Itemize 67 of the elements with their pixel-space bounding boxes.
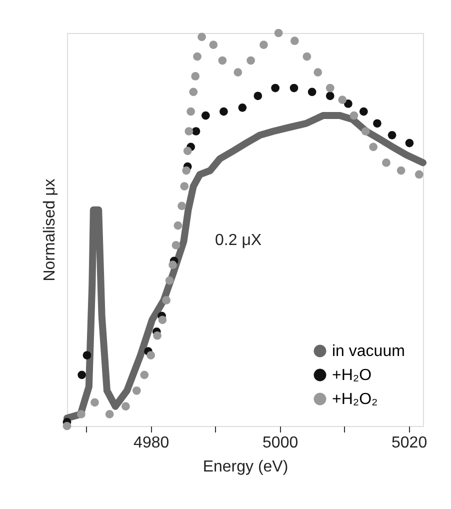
legend-label: in vacuum bbox=[332, 343, 405, 360]
point bbox=[326, 92, 334, 100]
point bbox=[168, 260, 177, 270]
point bbox=[77, 410, 86, 418]
point bbox=[172, 241, 180, 250]
point bbox=[388, 131, 396, 140]
point bbox=[162, 296, 170, 304]
point bbox=[189, 88, 198, 96]
point bbox=[271, 84, 280, 92]
point bbox=[220, 107, 228, 116]
point bbox=[122, 402, 130, 411]
point bbox=[209, 40, 218, 49]
point bbox=[396, 166, 406, 175]
point bbox=[382, 158, 390, 167]
point bbox=[290, 84, 298, 92]
point bbox=[290, 36, 299, 46]
point bbox=[414, 170, 424, 179]
point bbox=[338, 96, 347, 104]
point bbox=[140, 370, 149, 380]
point bbox=[180, 182, 189, 190]
x-tick-label: 5000 bbox=[262, 434, 298, 452]
point bbox=[344, 100, 352, 108]
x-axis-title: Energy (eV) bbox=[202, 458, 288, 476]
point bbox=[193, 52, 202, 61]
legend-label: +H₂O₂ bbox=[332, 391, 378, 408]
point bbox=[218, 56, 227, 65]
point bbox=[260, 40, 268, 49]
point bbox=[132, 386, 141, 395]
point bbox=[186, 107, 196, 116]
point bbox=[361, 127, 370, 136]
point bbox=[158, 316, 167, 324]
legend-label: +H₂O bbox=[332, 367, 372, 384]
point bbox=[198, 32, 206, 42]
point bbox=[165, 276, 174, 285]
point bbox=[274, 28, 283, 38]
point bbox=[369, 142, 378, 152]
point bbox=[62, 422, 72, 430]
point bbox=[178, 202, 186, 210]
annotation: 0.2 μX bbox=[215, 232, 262, 249]
point bbox=[326, 84, 334, 92]
point bbox=[182, 166, 190, 175]
point bbox=[192, 127, 200, 136]
point bbox=[82, 351, 92, 360]
point bbox=[146, 351, 156, 360]
point bbox=[153, 331, 162, 340]
point bbox=[246, 56, 255, 65]
point bbox=[184, 127, 194, 136]
point bbox=[373, 119, 382, 128]
point bbox=[90, 398, 99, 407]
point bbox=[308, 88, 316, 96]
point bbox=[234, 68, 242, 76]
point bbox=[191, 72, 200, 80]
point bbox=[302, 52, 312, 61]
point bbox=[105, 410, 114, 418]
point bbox=[78, 370, 86, 380]
point bbox=[254, 92, 262, 100]
point bbox=[174, 221, 182, 230]
point bbox=[405, 138, 414, 148]
point bbox=[359, 107, 368, 116]
x-tick-label: 5020 bbox=[392, 434, 428, 452]
point bbox=[350, 111, 358, 120]
point bbox=[238, 103, 247, 112]
point bbox=[183, 146, 192, 156]
point bbox=[314, 68, 322, 76]
point bbox=[201, 111, 210, 120]
y-axis-title: Normalised μx bbox=[42, 178, 58, 282]
x-tick-label: 4980 bbox=[134, 434, 170, 452]
